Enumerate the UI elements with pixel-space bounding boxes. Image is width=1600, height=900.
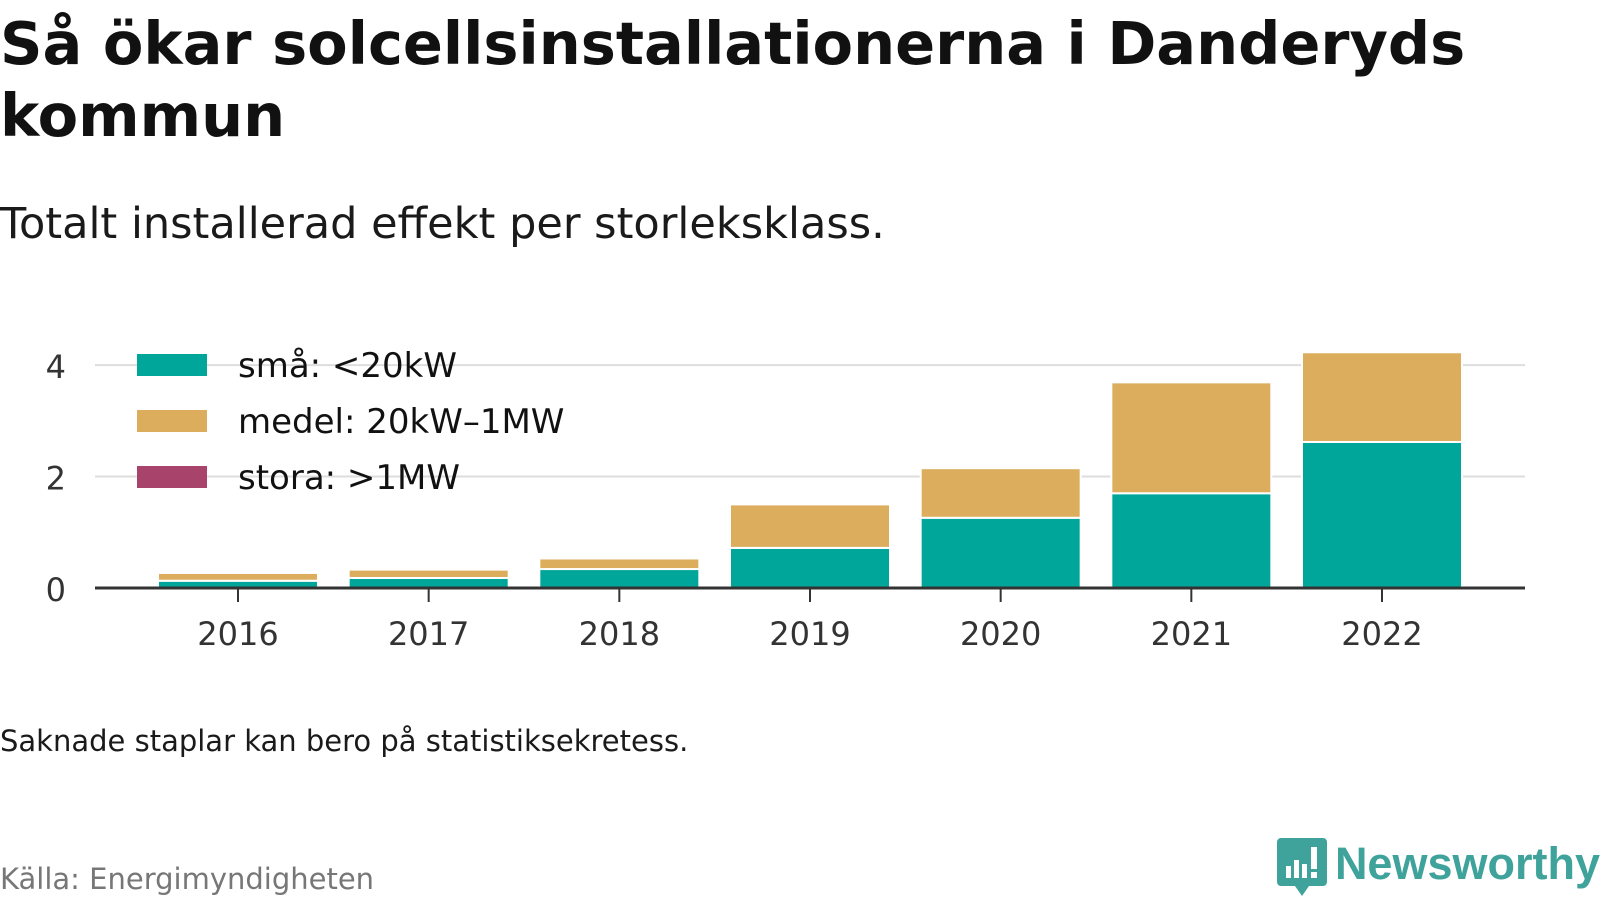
bar-segment bbox=[729, 546, 891, 590]
x-tick-label: 2018 bbox=[579, 615, 660, 653]
footnote: Saknade staplar kan bero på statistiksek… bbox=[0, 724, 689, 758]
bar-segment bbox=[729, 503, 891, 549]
x-tick-label: 2016 bbox=[197, 615, 278, 653]
x-axis: 2016 2017 2018 2019 2020 2021 2022 bbox=[95, 586, 1525, 653]
y-axis: 0 2 4 bbox=[46, 348, 66, 609]
y-tick-label: 4 bbox=[46, 348, 66, 386]
legend-label: små: <20kW bbox=[238, 346, 457, 386]
x-tick-label: 2021 bbox=[1151, 615, 1232, 653]
gridlines bbox=[95, 364, 1525, 478]
bar-segment bbox=[347, 576, 510, 589]
legend-label: medel: 20kW–1MW bbox=[238, 402, 564, 442]
bar-segment bbox=[538, 557, 701, 571]
x-tick-label: 2019 bbox=[769, 615, 850, 653]
bar-segment bbox=[1110, 492, 1273, 589]
legend-label: stora: >1MW bbox=[238, 458, 460, 498]
y-tick-label: 0 bbox=[46, 571, 66, 609]
bar-segment bbox=[1110, 381, 1273, 495]
brand-logo[interactable]: Newsworthy bbox=[1276, 838, 1600, 900]
newsworthy-logo-icon bbox=[1276, 838, 1327, 896]
legend: små: <20kW medel: 20kW–1MW stora: >1MW bbox=[137, 346, 564, 498]
legend-swatch bbox=[137, 466, 207, 488]
x-tick-label: 2017 bbox=[388, 615, 469, 653]
source-label: Källa: Energimyndigheten bbox=[0, 862, 375, 896]
bar-segment bbox=[919, 467, 1082, 519]
x-tick-label: 2020 bbox=[960, 615, 1041, 653]
brand-name: Newsworthy bbox=[1334, 838, 1600, 889]
bar-segment bbox=[1301, 440, 1463, 590]
chart-subtitle: Totalt installerad effekt per storlekskl… bbox=[0, 199, 885, 249]
bar-segment bbox=[919, 516, 1082, 589]
bar-segment bbox=[347, 568, 510, 579]
chart-title: Så ökar solcellsinstallationerna i Dande… bbox=[0, 9, 1466, 150]
bar-segment bbox=[538, 568, 701, 589]
x-tick-label: 2022 bbox=[1341, 615, 1422, 653]
stacked-bar-chart: 2016 2017 2018 2019 2020 2021 2022 0 2 4 små: <2… bbox=[46, 346, 1525, 653]
bars bbox=[157, 351, 1463, 590]
bar-segment bbox=[157, 571, 319, 582]
y-tick-label: 2 bbox=[46, 460, 66, 498]
bar-segment bbox=[1301, 351, 1463, 443]
legend-swatch bbox=[137, 354, 207, 376]
legend-swatch bbox=[137, 410, 207, 432]
